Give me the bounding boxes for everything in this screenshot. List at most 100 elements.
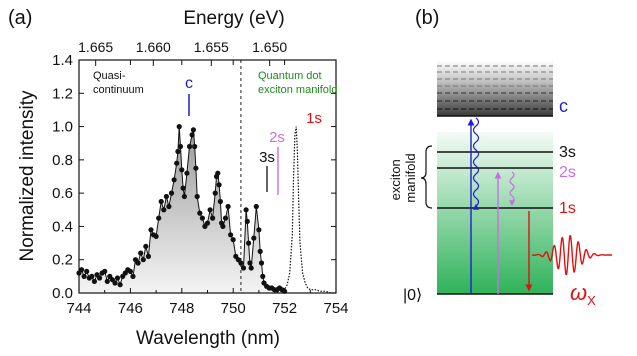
data-point <box>193 165 199 171</box>
data-point <box>91 278 97 284</box>
data-point <box>225 203 231 210</box>
x-tick-label: 754 <box>323 300 348 317</box>
x-tick-label: 752 <box>272 300 297 317</box>
data-point <box>138 250 144 256</box>
peak-label-2s: 2s <box>269 129 285 146</box>
data-point <box>102 268 108 274</box>
panel-a-label: (a) <box>8 7 32 29</box>
data-point <box>127 268 133 274</box>
y-tick-label: 1.4 <box>52 52 73 69</box>
data-point <box>210 215 216 221</box>
data-point <box>217 198 223 205</box>
top-tick-label: 1.655 <box>194 39 229 55</box>
data-point <box>148 227 154 233</box>
data-point <box>156 215 162 221</box>
data-point <box>135 260 141 266</box>
data-point <box>153 233 159 239</box>
data-point <box>89 273 95 279</box>
data-point <box>143 243 149 249</box>
plot-frame <box>78 59 337 294</box>
data-point <box>84 268 90 274</box>
data-point <box>197 210 203 216</box>
relaxation-wavy-arrow-2s <box>509 171 515 207</box>
y-tick-label: 0.0 <box>52 285 73 302</box>
relaxation-wavy-arrow-c <box>472 117 480 210</box>
peak-label-c: c <box>185 75 193 92</box>
data-point <box>168 190 175 196</box>
data-point <box>166 203 172 210</box>
spectrum-fill-area <box>79 126 285 293</box>
data-point <box>175 148 181 155</box>
top-tick-label: 1.650 <box>252 39 287 55</box>
data-point <box>97 275 103 281</box>
x-axis-ticks: 744 746 748 750 752 754 <box>66 60 349 317</box>
data-point <box>192 143 198 150</box>
y-tick-label: 0.8 <box>52 152 73 169</box>
panel-a: (a) Energy (eV) 1.665 1.660 1.655 1.650 744… <box>8 7 349 349</box>
data-point <box>184 170 190 176</box>
data-point <box>163 193 169 200</box>
data-point <box>228 232 234 238</box>
data-point <box>222 215 229 221</box>
data-point <box>220 223 226 229</box>
data-point <box>230 237 236 243</box>
data-point <box>247 260 253 266</box>
y-tick-label: 0.6 <box>52 185 73 202</box>
top-axis-label: Energy (eV) <box>183 8 284 29</box>
peak-label-1s: 1s <box>306 110 322 127</box>
data-point <box>190 127 196 133</box>
x-axis-label: Wavelength (nm) <box>136 328 280 349</box>
data-point <box>145 253 151 259</box>
data-point <box>140 257 146 263</box>
data-point <box>199 215 205 221</box>
data-point <box>161 207 167 213</box>
exciton-manifold-region <box>437 132 553 294</box>
spectrum-markers <box>76 124 288 294</box>
manifold-label: exciton manifold <box>388 153 418 202</box>
y-axis-label: Normalized intensity <box>17 90 38 262</box>
data-point <box>181 193 187 200</box>
x-tick-label: 748 <box>169 300 194 317</box>
data-point <box>117 282 123 288</box>
y-tick-label: 1.2 <box>52 85 73 102</box>
data-point <box>256 227 262 233</box>
data-point <box>189 132 195 138</box>
data-point <box>186 143 193 150</box>
data-point <box>158 198 164 205</box>
data-point <box>176 124 182 130</box>
continuum-dashed-levels <box>437 65 553 110</box>
continuum-band <box>437 60 553 116</box>
data-point <box>243 207 249 213</box>
data-point <box>257 248 263 254</box>
data-point <box>244 218 250 224</box>
y-axis-ticks: 0.0 0.2 0.4 0.6 0.8 1.0 1.2 1.4 <box>52 52 336 302</box>
s1-dotted-line <box>274 126 336 294</box>
x-tick-label: 750 <box>221 300 246 317</box>
level-label-2s: 2s <box>559 164 576 181</box>
level-label-c: c <box>559 96 568 116</box>
data-point <box>114 275 121 281</box>
data-point <box>212 190 218 196</box>
data-point <box>248 265 254 271</box>
data-point <box>104 278 110 284</box>
x-tick-label: 744 <box>66 300 91 317</box>
data-point <box>216 182 222 188</box>
omega-x-label: ωX <box>570 280 596 308</box>
data-point <box>207 207 213 213</box>
y-tick-label: 0.4 <box>52 218 73 235</box>
data-point <box>240 265 247 271</box>
data-point <box>174 160 180 166</box>
y-tick-label: 1.0 <box>52 119 73 136</box>
level-label-3s: 3s <box>559 144 576 161</box>
data-point <box>171 177 177 183</box>
quasi-continuum-annotation: Quasi- continuum <box>93 70 144 96</box>
panel-b-label: (b) <box>415 7 439 29</box>
emitted-wave-packet <box>531 234 612 276</box>
data-point <box>204 220 211 226</box>
data-point <box>179 167 185 173</box>
manifold-brace <box>420 145 433 209</box>
top-tick-label: 1.660 <box>136 39 171 55</box>
y-tick-label: 0.2 <box>52 252 73 269</box>
data-point <box>260 273 266 279</box>
data-point <box>246 240 252 246</box>
